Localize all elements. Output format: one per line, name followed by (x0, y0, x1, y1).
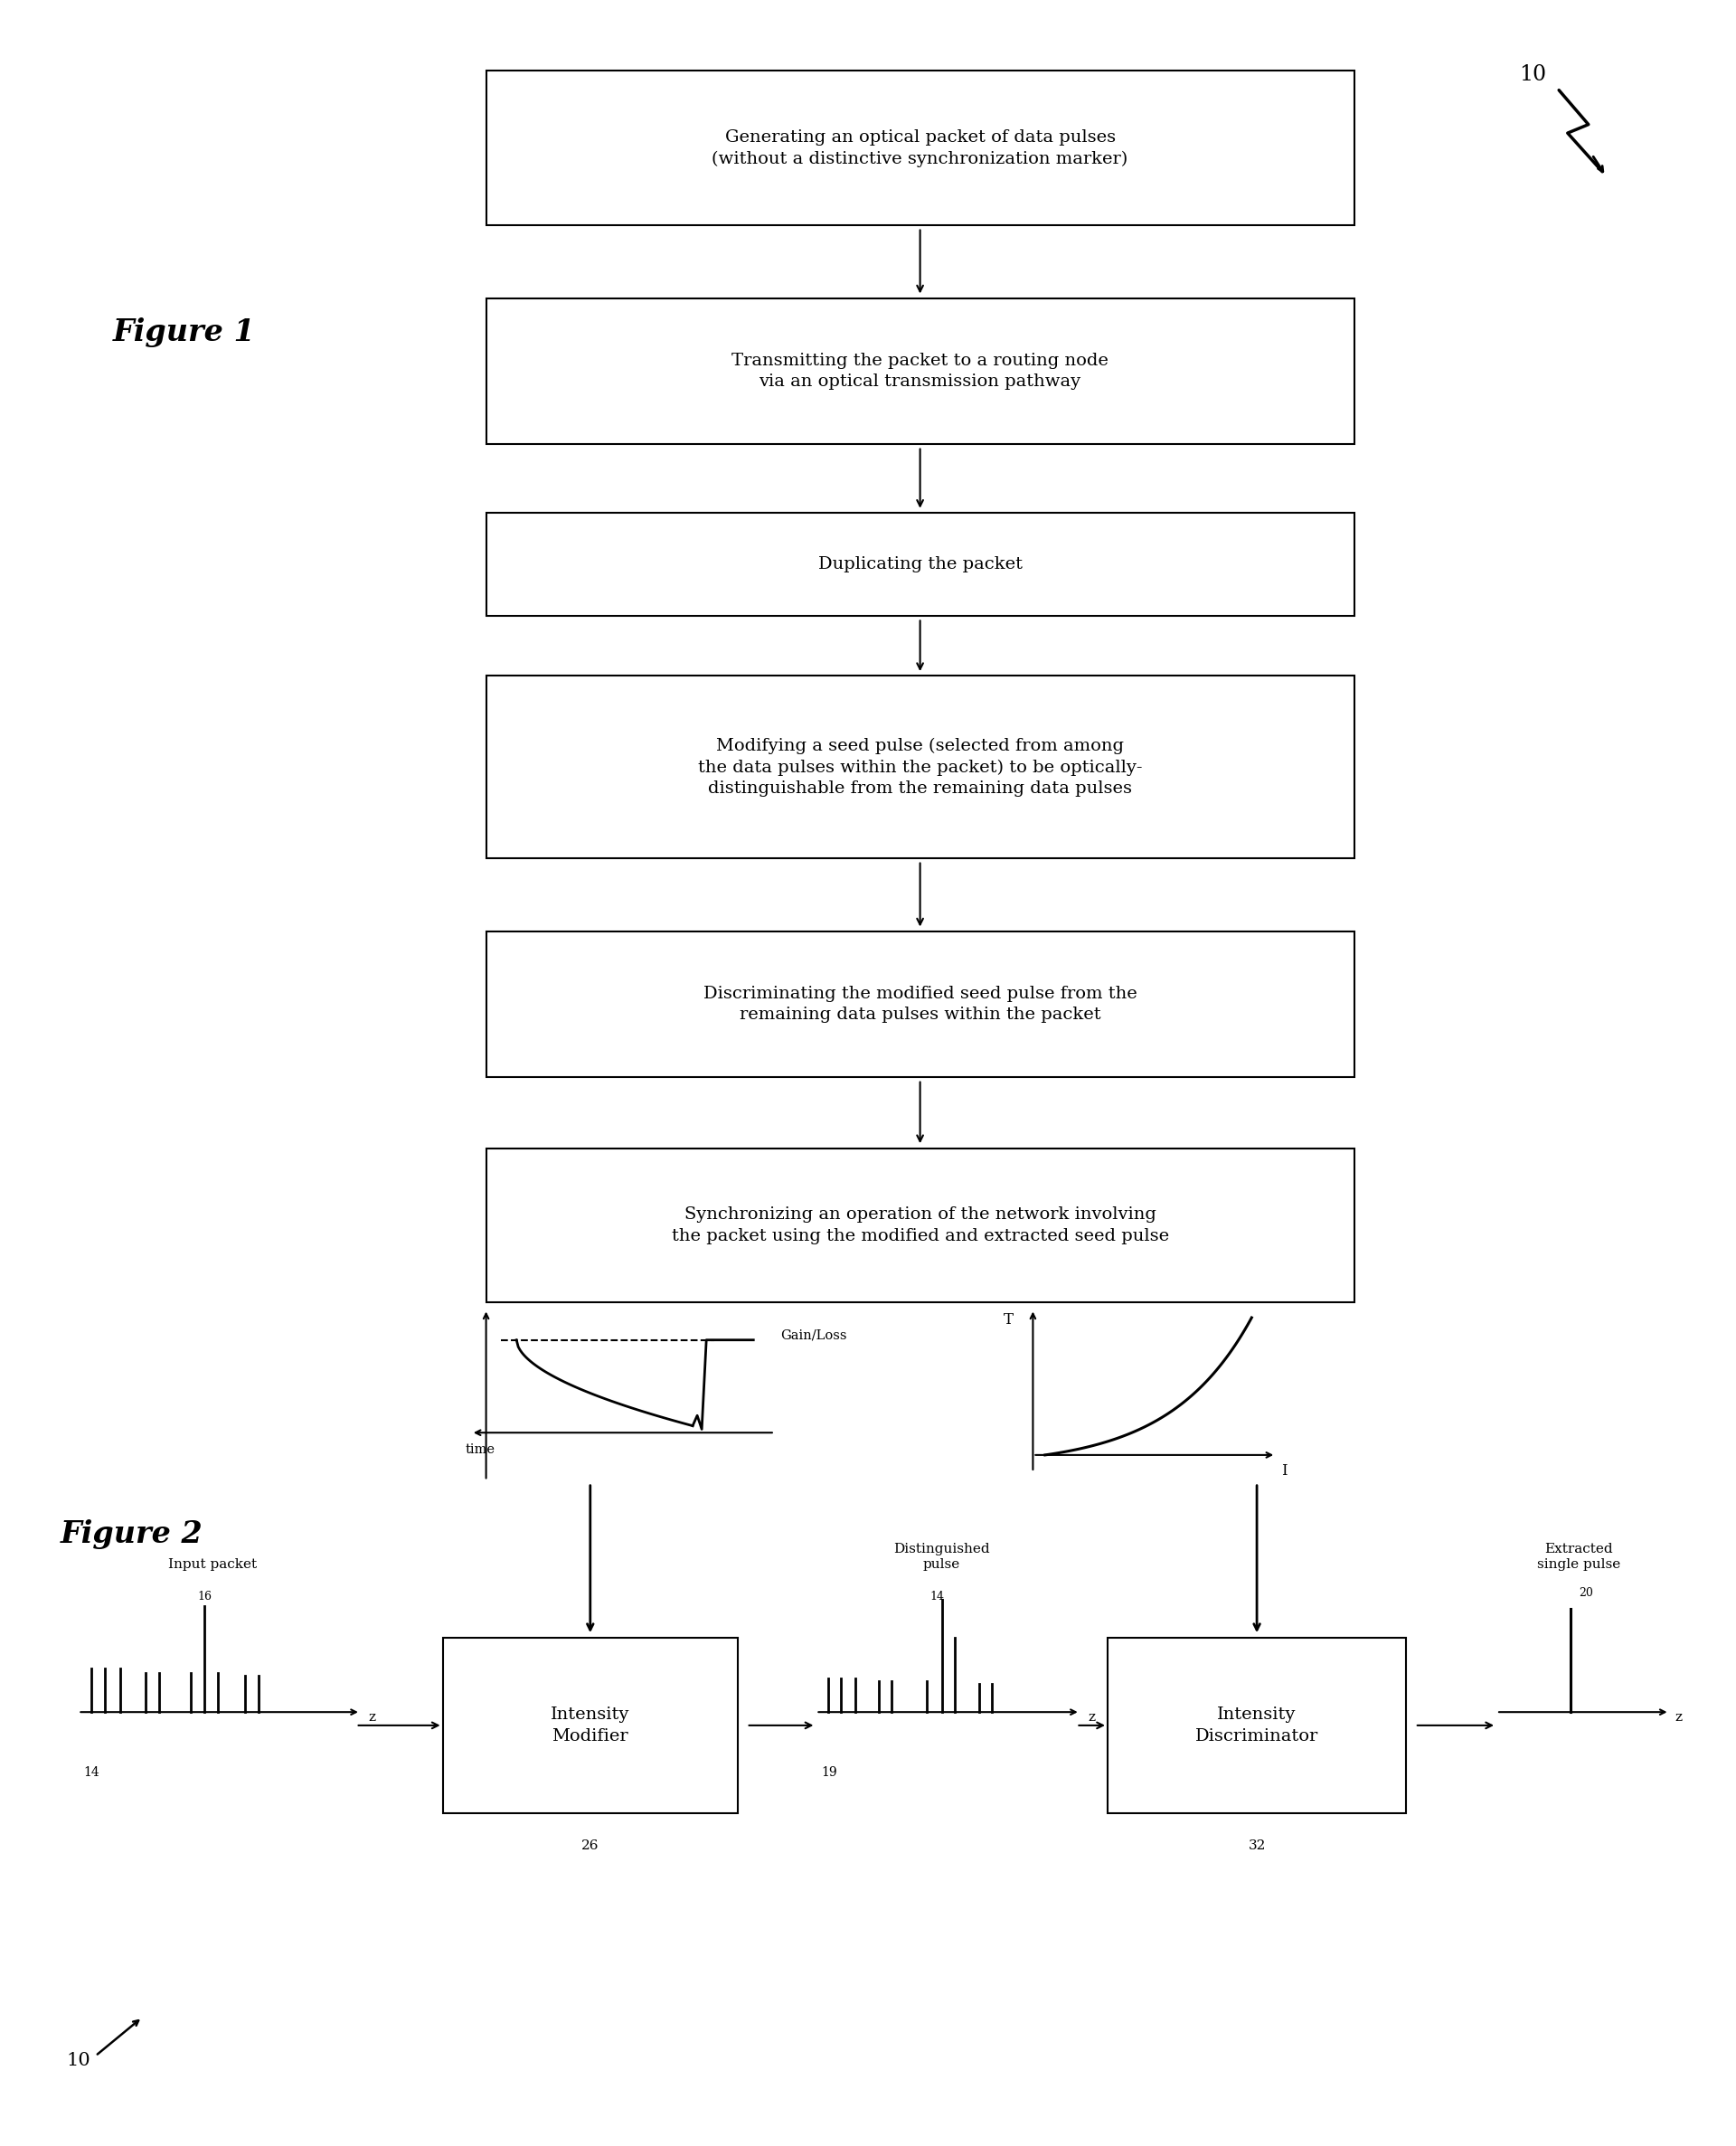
Text: 10: 10 (66, 2052, 90, 2069)
Text: Intensity
Discriminator: Intensity Discriminator (1196, 1706, 1318, 1745)
Text: T: T (1003, 1313, 1014, 1328)
Text: Distinguished
pulse: Distinguished pulse (894, 1543, 990, 1571)
FancyBboxPatch shape (486, 1148, 1354, 1303)
Text: Figure 2: Figure 2 (61, 1519, 203, 1549)
Text: Modifying a seed pulse (selected from among
the data pulses within the packet) t: Modifying a seed pulse (selected from am… (698, 738, 1142, 796)
FancyBboxPatch shape (486, 513, 1354, 616)
Text: 32: 32 (1248, 1839, 1266, 1852)
FancyBboxPatch shape (486, 676, 1354, 858)
Text: Duplicating the packet: Duplicating the packet (818, 556, 1023, 573)
Text: Discriminating the modified seed pulse from the
remaining data pulses within the: Discriminating the modified seed pulse f… (703, 985, 1137, 1024)
Text: Extracted
single pulse: Extracted single pulse (1536, 1543, 1621, 1571)
FancyBboxPatch shape (486, 298, 1354, 444)
Text: z: z (1675, 1710, 1682, 1723)
Text: Generating an optical packet of data pulses
(without a distinctive synchronizati: Generating an optical packet of data pul… (712, 129, 1128, 167)
Text: 26: 26 (582, 1839, 599, 1852)
Text: time: time (465, 1442, 495, 1455)
Text: Input packet: Input packet (168, 1558, 257, 1571)
Text: Gain/Loss: Gain/Loss (781, 1328, 847, 1341)
FancyBboxPatch shape (486, 71, 1354, 225)
Text: 14: 14 (929, 1590, 944, 1603)
Text: Synchronizing an operation of the network involving
the packet using the modifie: Synchronizing an operation of the networ… (672, 1206, 1168, 1245)
Text: z: z (1088, 1710, 1095, 1723)
Text: Intensity
Modifier: Intensity Modifier (550, 1706, 630, 1745)
Text: Transmitting the packet to a routing node
via an optical transmission pathway: Transmitting the packet to a routing nod… (731, 352, 1109, 391)
FancyBboxPatch shape (486, 931, 1354, 1077)
Text: 10: 10 (1519, 64, 1547, 86)
Text: z: z (368, 1710, 377, 1723)
Text: 19: 19 (821, 1766, 837, 1779)
FancyBboxPatch shape (1108, 1637, 1406, 1813)
Text: Figure 1: Figure 1 (113, 318, 255, 348)
Text: 14: 14 (83, 1766, 99, 1779)
Text: 16: 16 (198, 1590, 212, 1603)
Text: I: I (1281, 1464, 1286, 1479)
Text: 20: 20 (1578, 1588, 1594, 1599)
FancyBboxPatch shape (443, 1637, 738, 1813)
